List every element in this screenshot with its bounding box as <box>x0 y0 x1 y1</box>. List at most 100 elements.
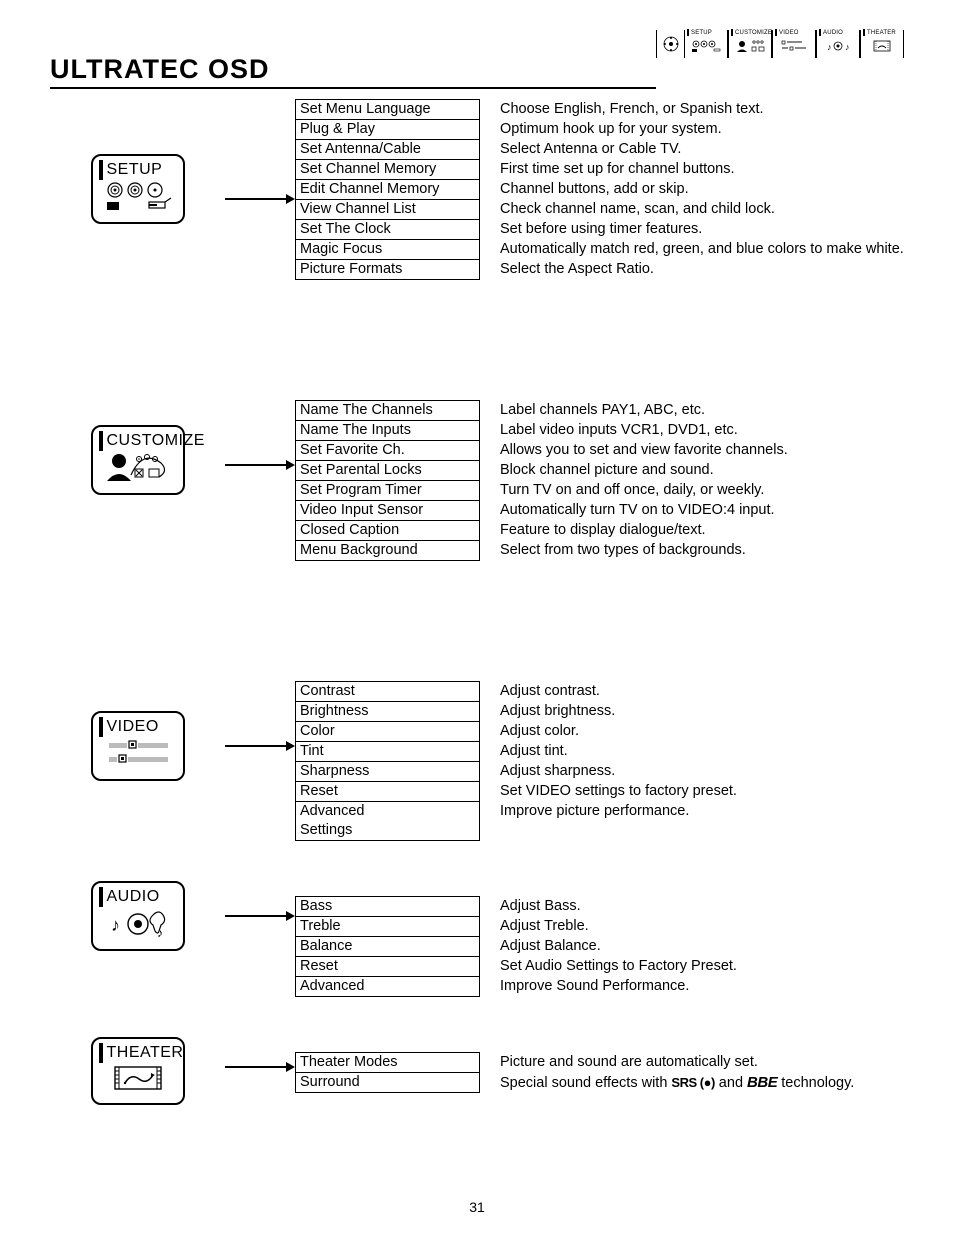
video-nav-icon <box>778 39 810 55</box>
title-rule <box>50 87 656 89</box>
audio-card: AUDIO ♪ ♪ <box>91 881 185 951</box>
video-card-icon <box>101 739 175 773</box>
desc-line: Select Antenna or Cable TV. <box>500 139 904 159</box>
audio-card-icon: ♪ ♪ <box>101 909 175 943</box>
desc-line: Automatically match red, green, and blue… <box>500 239 904 259</box>
menu-item: Reset <box>296 782 479 802</box>
section-audio: AUDIO ♪ ♪ Bass Treble Balance <box>50 881 904 997</box>
section-theater: THEATER <box>50 1037 904 1105</box>
arrow-video <box>225 741 295 751</box>
video-card: VIDEO <box>91 711 185 781</box>
desc-line: First time set up for channel buttons. <box>500 159 904 179</box>
customize-card-title: CUSTOMIZE <box>107 432 205 450</box>
desc-line: Special sound effects with SRS (●) and B… <box>500 1072 904 1093</box>
page-number: 31 <box>0 1199 954 1215</box>
section-video: VIDEO Contrast Brightness <box>50 681 904 841</box>
menu-item: Reset <box>296 957 479 977</box>
arrow-theater <box>225 1062 295 1072</box>
desc-line: Adjust brightness. <box>500 701 904 721</box>
nav-remote-icon <box>656 30 684 58</box>
desc-line: Adjust tint. <box>500 741 904 761</box>
theater-card-icon <box>101 1065 175 1097</box>
desc-line: Allows you to set and view favorite chan… <box>500 440 904 460</box>
setup-card: SETUP <box>91 154 185 224</box>
customize-descriptions: Label channels PAY1, ABC, etc. Label vid… <box>480 400 904 560</box>
menu-item: Advanced <box>296 977 479 996</box>
bbe-logo: BBE <box>747 1074 777 1091</box>
svg-text:♪: ♪ <box>111 915 120 935</box>
desc-line: Adjust Treble. <box>500 916 904 936</box>
nav-tab-theater: THEATER <box>860 30 904 58</box>
desc-line: Check channel name, scan, and child lock… <box>500 199 904 219</box>
svg-text:♪: ♪ <box>827 42 832 52</box>
arrow-audio <box>225 911 295 921</box>
menu-item: Menu Background <box>296 541 479 560</box>
video-menu-box: Contrast Brightness Color Tint Sharpness… <box>295 681 480 841</box>
desc-line: Improve picture performance. <box>500 801 904 821</box>
svg-text:♪: ♪ <box>845 42 850 52</box>
manual-page: ULTRATEC OSD SETUP <box>0 0 954 1235</box>
video-descriptions: Adjust contrast. Adjust brightness. Adju… <box>480 681 904 821</box>
nav-tab-setup: SETUP <box>684 30 728 58</box>
menu-item: Set Antenna/Cable <box>296 140 479 160</box>
menu-item: Name The Inputs <box>296 421 479 441</box>
nav-strip: SETUP CUSTOMIZE <box>656 30 904 58</box>
menu-item: Picture Formats <box>296 260 479 279</box>
desc-line: Select the Aspect Ratio. <box>500 259 904 279</box>
menu-item: Treble <box>296 917 479 937</box>
desc-line: Adjust contrast. <box>500 681 904 701</box>
srs-logo: SRS (●) <box>671 1075 714 1090</box>
menu-item: Set Menu Language <box>296 100 479 120</box>
menu-item: Closed Caption <box>296 521 479 541</box>
desc-line: Adjust Balance. <box>500 936 904 956</box>
menu-item: Advanced Settings <box>296 802 479 840</box>
theater-menu-box: Theater Modes Surround <box>295 1052 480 1093</box>
setup-menu-box: Set Menu Language Plug & Play Set Antenn… <box>295 99 480 280</box>
theater-descriptions: Picture and sound are automatically set.… <box>480 1037 904 1093</box>
desc-line: Adjust Bass. <box>500 896 904 916</box>
page-title: ULTRATEC OSD <box>50 54 656 85</box>
menu-item: Surround <box>296 1073 479 1092</box>
desc-line: Adjust color. <box>500 721 904 741</box>
desc-line: Label channels PAY1, ABC, etc. <box>500 400 904 420</box>
nav-tab-customize: CUSTOMIZE <box>728 30 772 58</box>
menu-item: Set The Clock <box>296 220 479 240</box>
desc-line: Set Audio Settings to Factory Preset. <box>500 956 904 976</box>
desc-line: Channel buttons, add or skip. <box>500 179 904 199</box>
arrow-customize <box>225 460 295 470</box>
audio-card-title: AUDIO <box>107 888 160 906</box>
desc-line: Picture and sound are automatically set. <box>500 1052 904 1072</box>
menu-item: Edit Channel Memory <box>296 180 479 200</box>
menu-item: Set Favorite Ch. <box>296 441 479 461</box>
theater-card-title: THEATER <box>107 1044 184 1062</box>
audio-nav-icon: ♪ ♪ <box>822 39 854 55</box>
desc-line: Adjust sharpness. <box>500 761 904 781</box>
customize-card-icon <box>101 453 175 487</box>
desc-line: Block channel picture and sound. <box>500 460 904 480</box>
svg-text:♪: ♪ <box>157 926 163 939</box>
customize-card: CUSTOMIZE <box>91 425 185 495</box>
nav-tab-audio: AUDIO ♪ ♪ <box>816 30 860 58</box>
menu-item: Balance <box>296 937 479 957</box>
desc-line: Feature to display dialogue/text. <box>500 520 904 540</box>
setup-nav-icon <box>690 39 722 55</box>
page-header: ULTRATEC OSD SETUP <box>50 30 904 89</box>
nav-tab-video: VIDEO <box>772 30 816 58</box>
section-customize: CUSTOMIZE <box>50 400 904 561</box>
menu-item: View Channel List <box>296 200 479 220</box>
desc-line: Label video inputs VCR1, DVD1, etc. <box>500 420 904 440</box>
desc-line: Improve Sound Performance. <box>500 976 904 996</box>
menu-item: Plug & Play <box>296 120 479 140</box>
menu-item: Color <box>296 722 479 742</box>
menu-item: Set Channel Memory <box>296 160 479 180</box>
theater-nav-icon <box>866 39 898 55</box>
menu-item: Sharpness <box>296 762 479 782</box>
video-card-title: VIDEO <box>107 718 159 736</box>
menu-item: Set Program Timer <box>296 481 479 501</box>
section-setup: SETUP Set Menu Langu <box>50 99 904 280</box>
desc-line: Set before using timer features. <box>500 219 904 239</box>
desc-line: Choose English, French, or Spanish text. <box>500 99 904 119</box>
audio-menu-box: Bass Treble Balance Reset Advanced <box>295 896 480 997</box>
menu-item: Video Input Sensor <box>296 501 479 521</box>
arrow-setup <box>225 194 295 204</box>
